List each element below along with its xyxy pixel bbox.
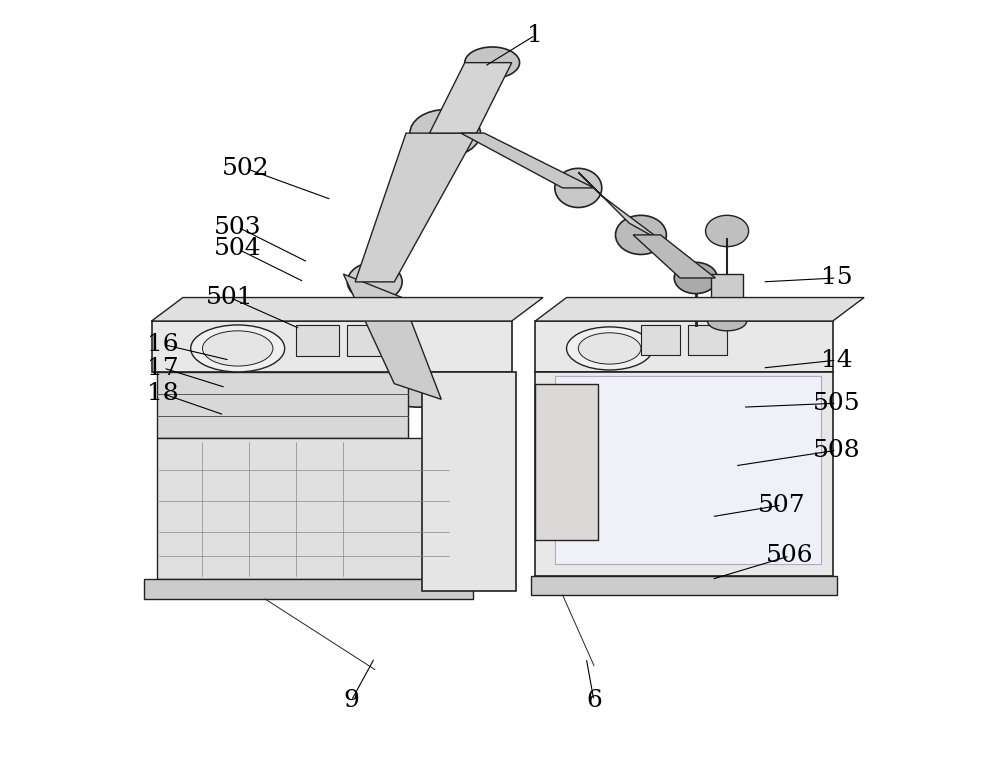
Ellipse shape: [202, 330, 273, 366]
Ellipse shape: [347, 262, 402, 301]
Bar: [144, 579, 473, 599]
Bar: [157, 372, 408, 438]
Text: 16: 16: [147, 333, 179, 356]
Text: 17: 17: [147, 356, 179, 380]
Ellipse shape: [555, 168, 602, 207]
Bar: [535, 372, 833, 576]
Text: 507: 507: [758, 493, 806, 517]
Bar: [688, 325, 727, 355]
Ellipse shape: [707, 311, 747, 330]
PathPatch shape: [461, 133, 594, 188]
Text: 1: 1: [527, 23, 543, 47]
PathPatch shape: [355, 133, 477, 282]
Bar: [555, 376, 821, 564]
PathPatch shape: [152, 298, 543, 321]
Ellipse shape: [706, 215, 749, 247]
Bar: [422, 372, 516, 591]
PathPatch shape: [430, 63, 512, 133]
Bar: [535, 384, 598, 540]
Bar: [296, 325, 339, 356]
Text: 504: 504: [214, 237, 262, 261]
PathPatch shape: [343, 274, 441, 399]
Text: 6: 6: [586, 689, 602, 713]
Text: 506: 506: [766, 544, 814, 568]
PathPatch shape: [578, 172, 664, 243]
Ellipse shape: [465, 47, 520, 78]
Bar: [531, 576, 837, 595]
Text: 503: 503: [214, 215, 262, 239]
Ellipse shape: [578, 333, 641, 364]
Bar: [157, 438, 455, 579]
Text: 501: 501: [206, 286, 254, 309]
Ellipse shape: [674, 262, 717, 294]
Text: 14: 14: [821, 348, 853, 372]
Text: 15: 15: [821, 266, 853, 290]
PathPatch shape: [535, 298, 864, 321]
Text: 508: 508: [813, 438, 861, 462]
Ellipse shape: [615, 215, 666, 254]
Text: 18: 18: [147, 382, 179, 406]
Bar: [152, 321, 512, 372]
Bar: [347, 325, 390, 356]
Ellipse shape: [191, 325, 285, 372]
Ellipse shape: [410, 110, 480, 157]
Bar: [641, 325, 680, 355]
Ellipse shape: [386, 376, 449, 407]
Text: 9: 9: [343, 689, 359, 713]
Text: 505: 505: [813, 392, 861, 415]
Bar: [535, 321, 833, 372]
PathPatch shape: [633, 235, 715, 278]
Ellipse shape: [567, 327, 653, 370]
Text: 502: 502: [222, 157, 269, 180]
Bar: [711, 274, 743, 321]
